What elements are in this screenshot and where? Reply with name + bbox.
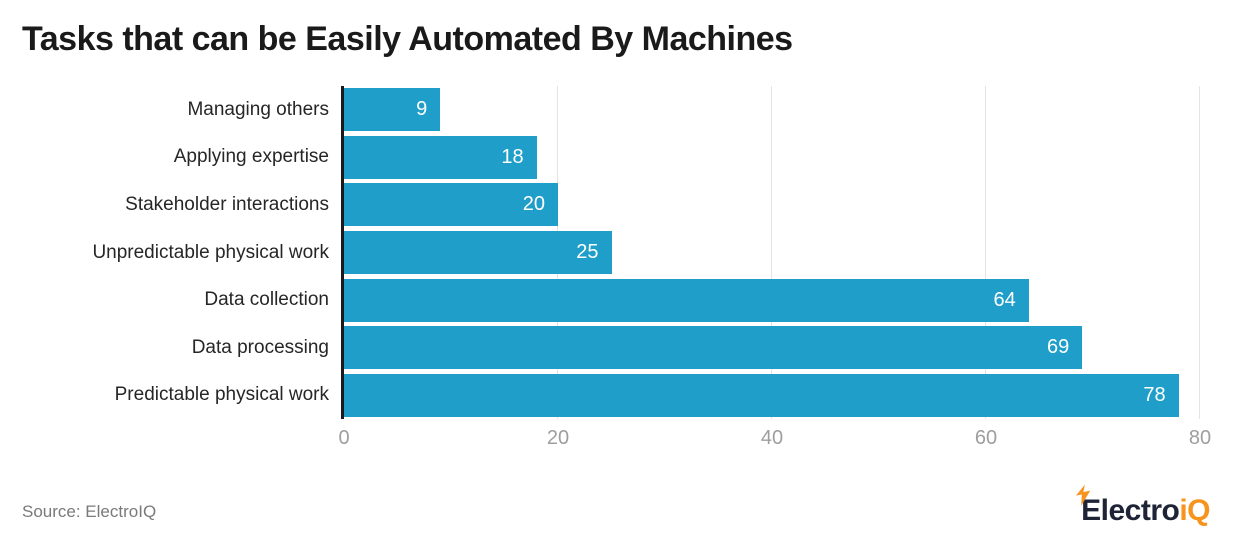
bar-value-label: 64 (993, 288, 1016, 311)
bar-track: 18 (344, 135, 1200, 179)
brand-text-accent: iQ (1179, 494, 1210, 527)
category-label: Data processing (191, 336, 329, 358)
gridline (771, 86, 772, 419)
lightning-icon (1076, 484, 1091, 506)
gridline (985, 86, 986, 419)
bar: 78 (344, 373, 1179, 417)
category-label: Applying expertise (173, 146, 329, 168)
bar-track: 69 (344, 326, 1200, 370)
x-tick-label: 80 (1188, 427, 1212, 449)
category-label: Stakeholder interactions (125, 193, 329, 215)
bar: 69 (344, 326, 1083, 370)
bar-row: Stakeholder interactions 20 (22, 181, 1200, 229)
category-label: Managing others (187, 98, 329, 120)
bar: 9 (344, 88, 441, 132)
bar: 64 (344, 278, 1029, 322)
x-tick-label: 40 (760, 427, 784, 449)
bar: 20 (344, 183, 558, 227)
rows: Managing others 9 Applying expertise 18 Stak… (22, 86, 1200, 419)
bar-row: Data processing 69 (22, 324, 1200, 372)
bar-row: Predictable physical work 78 (22, 371, 1200, 419)
bar-value-label: 18 (501, 145, 524, 168)
category-label: Predictable physical work (114, 384, 329, 406)
bar-track: 78 (344, 373, 1200, 417)
bar-row: Applying expertise 18 (22, 134, 1200, 182)
category-label: Data collection (204, 289, 329, 311)
x-tick-label: 60 (974, 427, 998, 449)
bar-row: Data collection 64 (22, 276, 1200, 324)
bar-value-label: 20 (522, 193, 545, 216)
category-label: Unpredictable physical work (92, 241, 329, 263)
bar-track: 64 (344, 278, 1200, 322)
brand-text-primary: Electro (1076, 484, 1180, 528)
bar-value-label: 69 (1047, 336, 1070, 359)
x-axis: 0 20 40 60 80 (338, 425, 1211, 455)
bar-track: 9 (344, 88, 1200, 132)
brand-logo: ElectroiQ (1076, 484, 1210, 528)
bar: 18 (344, 135, 537, 179)
bar-value-label: 78 (1143, 383, 1166, 406)
bar-chart: Managing others 9 Applying expertise 18 Stak… (22, 86, 1200, 419)
bar-track: 25 (344, 231, 1200, 275)
bar-track: 20 (344, 183, 1200, 227)
bar-value-label: 9 (416, 98, 428, 121)
gridline (1199, 86, 1200, 419)
brand-text-primary-label: Electro (1081, 494, 1180, 527)
x-tick-label: 0 (338, 427, 350, 449)
x-tick-label: 20 (546, 427, 570, 449)
bar: 25 (344, 231, 612, 275)
chart-title: Tasks that can be Easily Automated By Ma… (22, 20, 793, 58)
bar-row: Managing others 9 (22, 86, 1200, 134)
source-text: Source: ElectroIQ (22, 502, 157, 521)
bar-row: Unpredictable physical work 25 (22, 229, 1200, 277)
bar-value-label: 25 (576, 241, 599, 264)
